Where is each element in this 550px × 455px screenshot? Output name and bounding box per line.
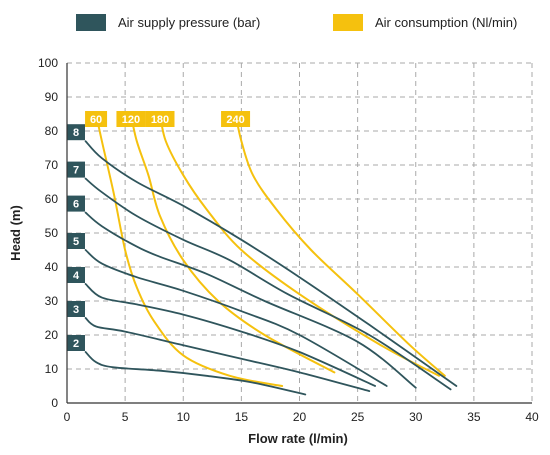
x-tick-label: 10 <box>177 410 191 424</box>
x-tick-label: 0 <box>64 410 71 424</box>
pressure-label-badge <box>67 301 85 317</box>
pressure-label-badge <box>67 124 85 141</box>
pressure-label-text: 2 <box>73 338 79 350</box>
consumption-label-text: 180 <box>151 114 169 126</box>
pressure-curve-6 <box>84 211 417 389</box>
y-tick-label: 100 <box>38 56 58 70</box>
pressure-label-text: 7 <box>73 165 79 177</box>
legend-swatch-consumption <box>333 13 363 31</box>
x-tick-label: 30 <box>409 410 423 424</box>
pressure-label-text: 8 <box>73 127 79 139</box>
y-axis-title: Head (m) <box>8 205 23 261</box>
legend-label-pressure: Air supply pressure (bar) <box>118 14 261 30</box>
legend-item-pressure: Air supply pressure (bar) <box>76 10 260 34</box>
pressure-curve-8 <box>84 140 458 387</box>
x-tick-label: 5 <box>122 410 129 424</box>
x-tick-label: 40 <box>525 410 539 424</box>
consumption-label-badge <box>116 111 146 127</box>
y-tick-label: 40 <box>45 260 59 274</box>
y-tick-label: 60 <box>45 192 59 206</box>
y-tick-label: 30 <box>45 294 59 308</box>
consumption-label-badge <box>145 111 175 127</box>
x-axis-title: Flow rate (l/min) <box>248 431 348 446</box>
pressure-label-badge <box>67 195 85 212</box>
consumption-label-text: 240 <box>226 114 244 126</box>
y-tick-label: 80 <box>45 124 59 138</box>
pressure-label-badge <box>67 161 85 178</box>
y-tick-label: 90 <box>45 90 59 104</box>
y-tick-label: 10 <box>45 362 59 376</box>
consumption-label-text: 60 <box>90 114 102 126</box>
pressure-curve-3 <box>84 317 371 392</box>
pressure-label-text: 6 <box>73 199 79 211</box>
pressure-curve-2 <box>84 351 307 396</box>
y-tick-label: 50 <box>45 226 59 240</box>
legend-label-consumption: Air consumption (Nl/min) <box>375 14 518 30</box>
consumption-curve-120 <box>129 113 336 374</box>
pressure-label-badge <box>67 233 85 249</box>
consumption-curve-60 <box>95 113 284 387</box>
consumption-curve-180 <box>159 113 440 377</box>
y-tick-label: 0 <box>51 396 58 410</box>
pressure-curve-7 <box>84 177 452 391</box>
curve-label-layer: 60 120 180 240 2 3 4 5 6 7 8 <box>67 111 251 351</box>
x-tick-label: 20 <box>293 410 307 424</box>
legend-item-consumption: Air consumption (Nl/min) <box>333 10 517 34</box>
pressure-curve-5 <box>84 249 388 387</box>
pressure-label-badge <box>67 335 85 351</box>
series-layer <box>84 113 458 396</box>
grid <box>67 62 533 403</box>
y-tick-label: 70 <box>45 158 59 172</box>
consumption-label-badge <box>221 111 251 127</box>
x-tick-label: 15 <box>235 410 249 424</box>
consumption-label-badge <box>85 111 108 127</box>
y-tick-label: 20 <box>45 328 59 342</box>
consumption-label-text: 120 <box>122 114 140 126</box>
pressure-curve-4 <box>84 283 376 387</box>
pressure-label-text: 3 <box>73 304 79 316</box>
pressure-label-badge <box>67 267 85 283</box>
pressure-label-text: 5 <box>73 236 79 248</box>
consumption-curve-240 <box>234 113 446 377</box>
x-tick-label: 35 <box>467 410 481 424</box>
x-tick-label: 25 <box>351 410 365 424</box>
pressure-label-text: 4 <box>73 270 80 282</box>
legend-swatch-pressure <box>76 13 106 31</box>
